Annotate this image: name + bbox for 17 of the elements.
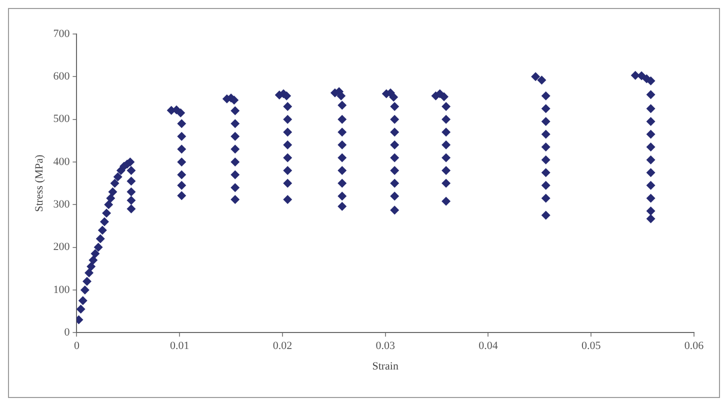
y-tick-label: 500 — [53, 113, 70, 126]
x-axis-title: Strain — [372, 360, 399, 372]
x-tick-label: 0.03 — [376, 340, 396, 352]
y-tick-label: 700 — [53, 28, 70, 40]
x-tick-label: 0.01 — [170, 340, 190, 352]
x-tick-label: 0.02 — [272, 340, 292, 352]
y-axis-title: Stress (MPa) — [33, 154, 46, 212]
y-tick-label: 200 — [53, 241, 70, 254]
y-tick-label: 300 — [53, 198, 70, 211]
x-tick-label: 0.04 — [478, 340, 498, 352]
y-tick-label: 0 — [64, 326, 70, 338]
x-tick-label: 0.05 — [581, 340, 602, 352]
y-tick-label: 100 — [53, 284, 70, 296]
y-tick-label: 400 — [53, 156, 70, 168]
x-tick-label: 0 — [74, 340, 80, 352]
x-tick-label: 0.06 — [684, 340, 704, 352]
y-tick-label: 600 — [53, 70, 70, 83]
